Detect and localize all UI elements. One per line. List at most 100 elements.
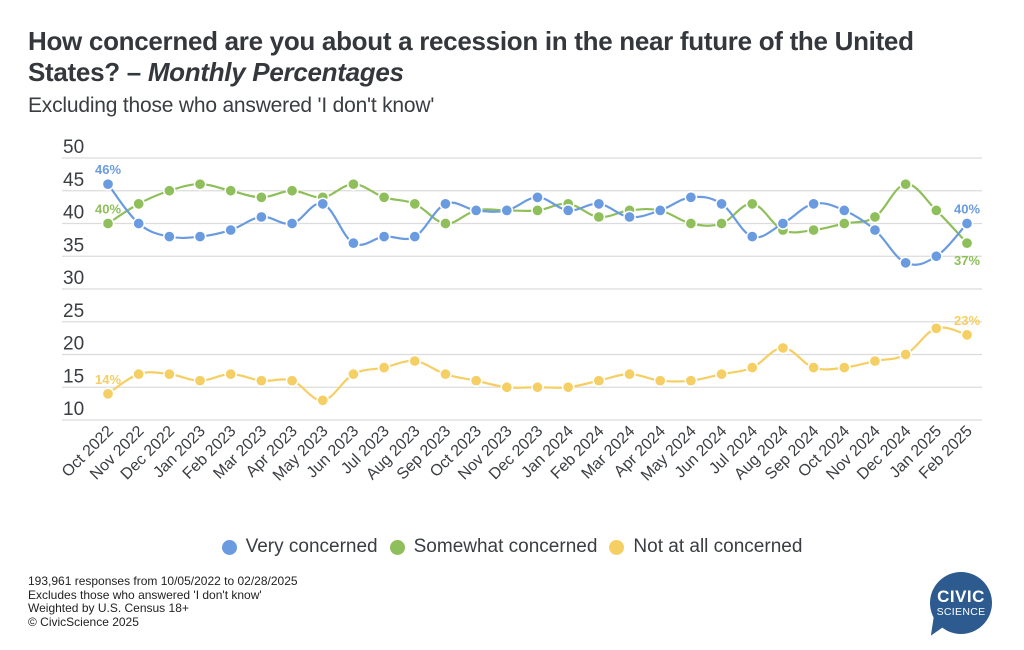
legend-label: Very concerned <box>245 536 378 557</box>
legend: Very concerned Somewhat concerned Not at… <box>0 536 1024 558</box>
data-point <box>837 217 851 230</box>
data-point <box>531 380 544 394</box>
footer-exclusion: Excludes those who answered 'I don't kno… <box>28 587 262 602</box>
data-point <box>347 367 360 381</box>
data-label-somewhat-concerned: 40% <box>95 202 121 217</box>
data-point <box>163 367 176 381</box>
data-label-not-at-all-concerned: 23% <box>954 313 980 328</box>
data-point <box>377 230 391 243</box>
data-point <box>960 236 974 250</box>
data-point <box>592 374 606 388</box>
data-point <box>285 217 299 230</box>
data-point <box>899 177 912 191</box>
legend-marker-icon <box>609 539 625 555</box>
legend-marker-icon <box>389 539 405 555</box>
chart-title-main: How concerned are you about a recession … <box>28 26 914 87</box>
data-point <box>623 367 636 381</box>
data-point <box>960 217 974 230</box>
footer-weighting: Weighted by U.S. Census 18+ <box>28 601 189 615</box>
y-tick-label: 20 <box>63 334 84 355</box>
data-point <box>561 204 575 217</box>
y-tick-label: 25 <box>63 301 84 322</box>
data-point <box>285 374 299 388</box>
data-point <box>285 184 299 198</box>
data-point <box>469 374 483 388</box>
gridlines <box>62 157 982 421</box>
data-point <box>592 210 606 224</box>
data-point <box>776 217 790 230</box>
data-point <box>316 394 330 407</box>
data-point <box>408 230 422 243</box>
data-point <box>408 197 422 211</box>
data-point <box>193 177 207 191</box>
y-tick-label: 40 <box>63 203 84 224</box>
data-point <box>715 197 728 211</box>
data-point <box>439 217 452 230</box>
data-point <box>469 204 483 217</box>
data-point <box>255 210 268 224</box>
chart-subtitle: Excluding those who answered 'I don't kn… <box>28 94 435 117</box>
data-point <box>316 197 330 211</box>
data-point <box>929 249 943 263</box>
data-point <box>684 374 698 388</box>
data-point <box>132 217 146 230</box>
logo-text-science: SCIENCE <box>936 606 986 618</box>
legend-item-not-at-all-concerned[interactable]: Not at all concerned <box>609 536 802 558</box>
y-tick-label: 15 <box>63 366 84 387</box>
data-point <box>807 223 820 237</box>
data-point <box>531 204 544 217</box>
data-point <box>929 321 943 335</box>
data-label-very-concerned: 40% <box>954 202 980 217</box>
data-point <box>224 367 238 381</box>
data-point <box>347 236 360 250</box>
data-label-not-at-all-concerned: 14% <box>95 372 121 387</box>
civicscience-logo: CIVIC SCIENCE <box>927 572 992 641</box>
data-point <box>684 217 698 230</box>
y-tick-label: 50 <box>63 137 84 158</box>
legend-item-very-concerned[interactable]: Very concerned <box>221 536 378 558</box>
data-point <box>255 374 268 388</box>
data-point <box>745 361 759 374</box>
data-point <box>715 367 728 381</box>
data-point <box>408 354 422 368</box>
data-point <box>101 217 115 230</box>
data-point <box>960 328 974 342</box>
data-point <box>837 204 851 217</box>
data-labels: 14% 23% 40% 37% 46% 40% <box>95 162 980 387</box>
data-point <box>592 197 606 211</box>
data-point <box>868 354 882 368</box>
data-point <box>807 197 820 211</box>
data-point <box>163 184 176 198</box>
data-point <box>715 217 728 230</box>
data-point <box>439 197 452 211</box>
data-point <box>132 197 146 211</box>
data-point <box>899 348 912 361</box>
legend-label: Somewhat concerned <box>413 536 598 557</box>
series-not-at-all-concerned <box>101 321 974 407</box>
legend-item-somewhat-concerned[interactable]: Somewhat concerned <box>389 536 598 558</box>
data-point <box>439 367 452 381</box>
data-point <box>377 361 391 374</box>
data-point <box>745 197 759 211</box>
data-point <box>776 341 790 355</box>
data-point <box>377 190 391 204</box>
data-point <box>163 230 176 243</box>
data-point <box>899 256 912 270</box>
chart-title: How concerned are you about a recession … <box>28 26 1008 88</box>
legend-label: Not at all concerned <box>633 536 803 557</box>
data-point <box>653 204 667 217</box>
data-point <box>193 374 207 388</box>
data-point <box>868 223 882 237</box>
data-label-very-concerned: 46% <box>95 162 121 177</box>
data-point <box>347 177 360 191</box>
footer-notes: 193,961 responses from 10/05/2022 to 02/… <box>28 574 298 629</box>
legend-marker-icon <box>221 539 237 555</box>
logo-speech-bubble-icon <box>930 572 992 634</box>
footer-copyright: © CivicScience 2025 <box>28 614 139 629</box>
data-label-somewhat-concerned: 37% <box>954 253 980 268</box>
data-point <box>132 367 146 381</box>
data-point <box>653 374 667 388</box>
data-point <box>255 190 268 204</box>
